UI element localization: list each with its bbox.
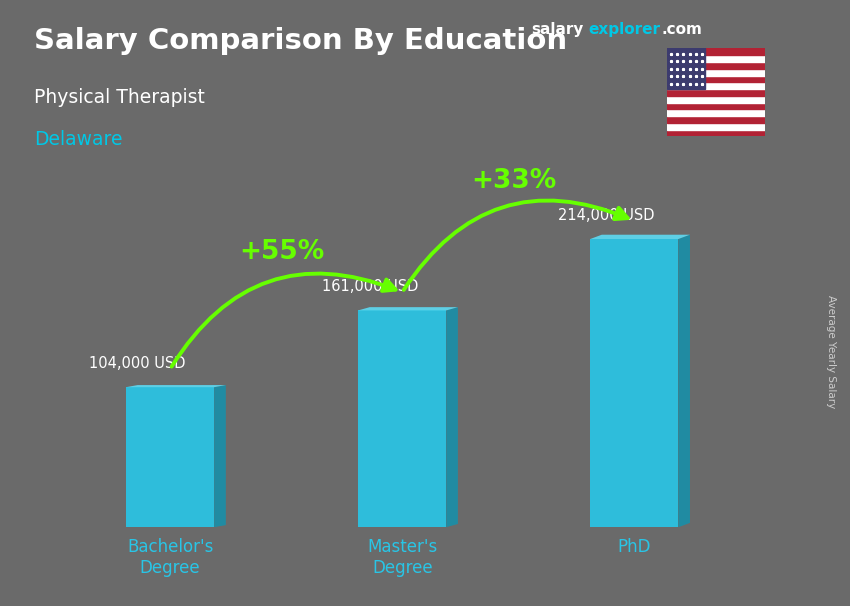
Bar (667, 130, 765, 136)
Bar (667, 102, 765, 109)
Bar (667, 62, 765, 68)
Bar (667, 76, 765, 82)
Bar (667, 55, 765, 62)
Bar (667, 123, 765, 130)
Bar (667, 96, 765, 102)
Bar (667, 109, 765, 116)
Bar (667, 82, 765, 89)
Text: 104,000 USD: 104,000 USD (89, 356, 186, 371)
Bar (590, 239, 678, 527)
Bar (667, 68, 765, 76)
Polygon shape (590, 235, 690, 239)
Text: Delaware: Delaware (34, 130, 122, 149)
Text: salary: salary (531, 22, 584, 38)
Text: Salary Comparison By Education: Salary Comparison By Education (34, 27, 567, 55)
Bar (358, 310, 446, 527)
Text: 161,000 USD: 161,000 USD (321, 279, 418, 294)
Text: Average Yearly Salary: Average Yearly Salary (826, 295, 836, 408)
Polygon shape (358, 307, 458, 310)
Bar (667, 48, 765, 55)
Text: +33%: +33% (471, 168, 556, 194)
Polygon shape (214, 385, 226, 527)
Text: .com: .com (661, 22, 702, 38)
Text: Physical Therapist: Physical Therapist (34, 88, 205, 107)
Bar (667, 48, 705, 89)
Polygon shape (126, 385, 226, 387)
Bar (667, 89, 765, 96)
Text: 214,000 USD: 214,000 USD (558, 208, 654, 222)
Text: explorer: explorer (588, 22, 660, 38)
Polygon shape (446, 307, 458, 527)
Polygon shape (678, 235, 690, 527)
Bar (126, 387, 214, 527)
Bar (667, 116, 765, 123)
Text: +55%: +55% (239, 239, 324, 265)
